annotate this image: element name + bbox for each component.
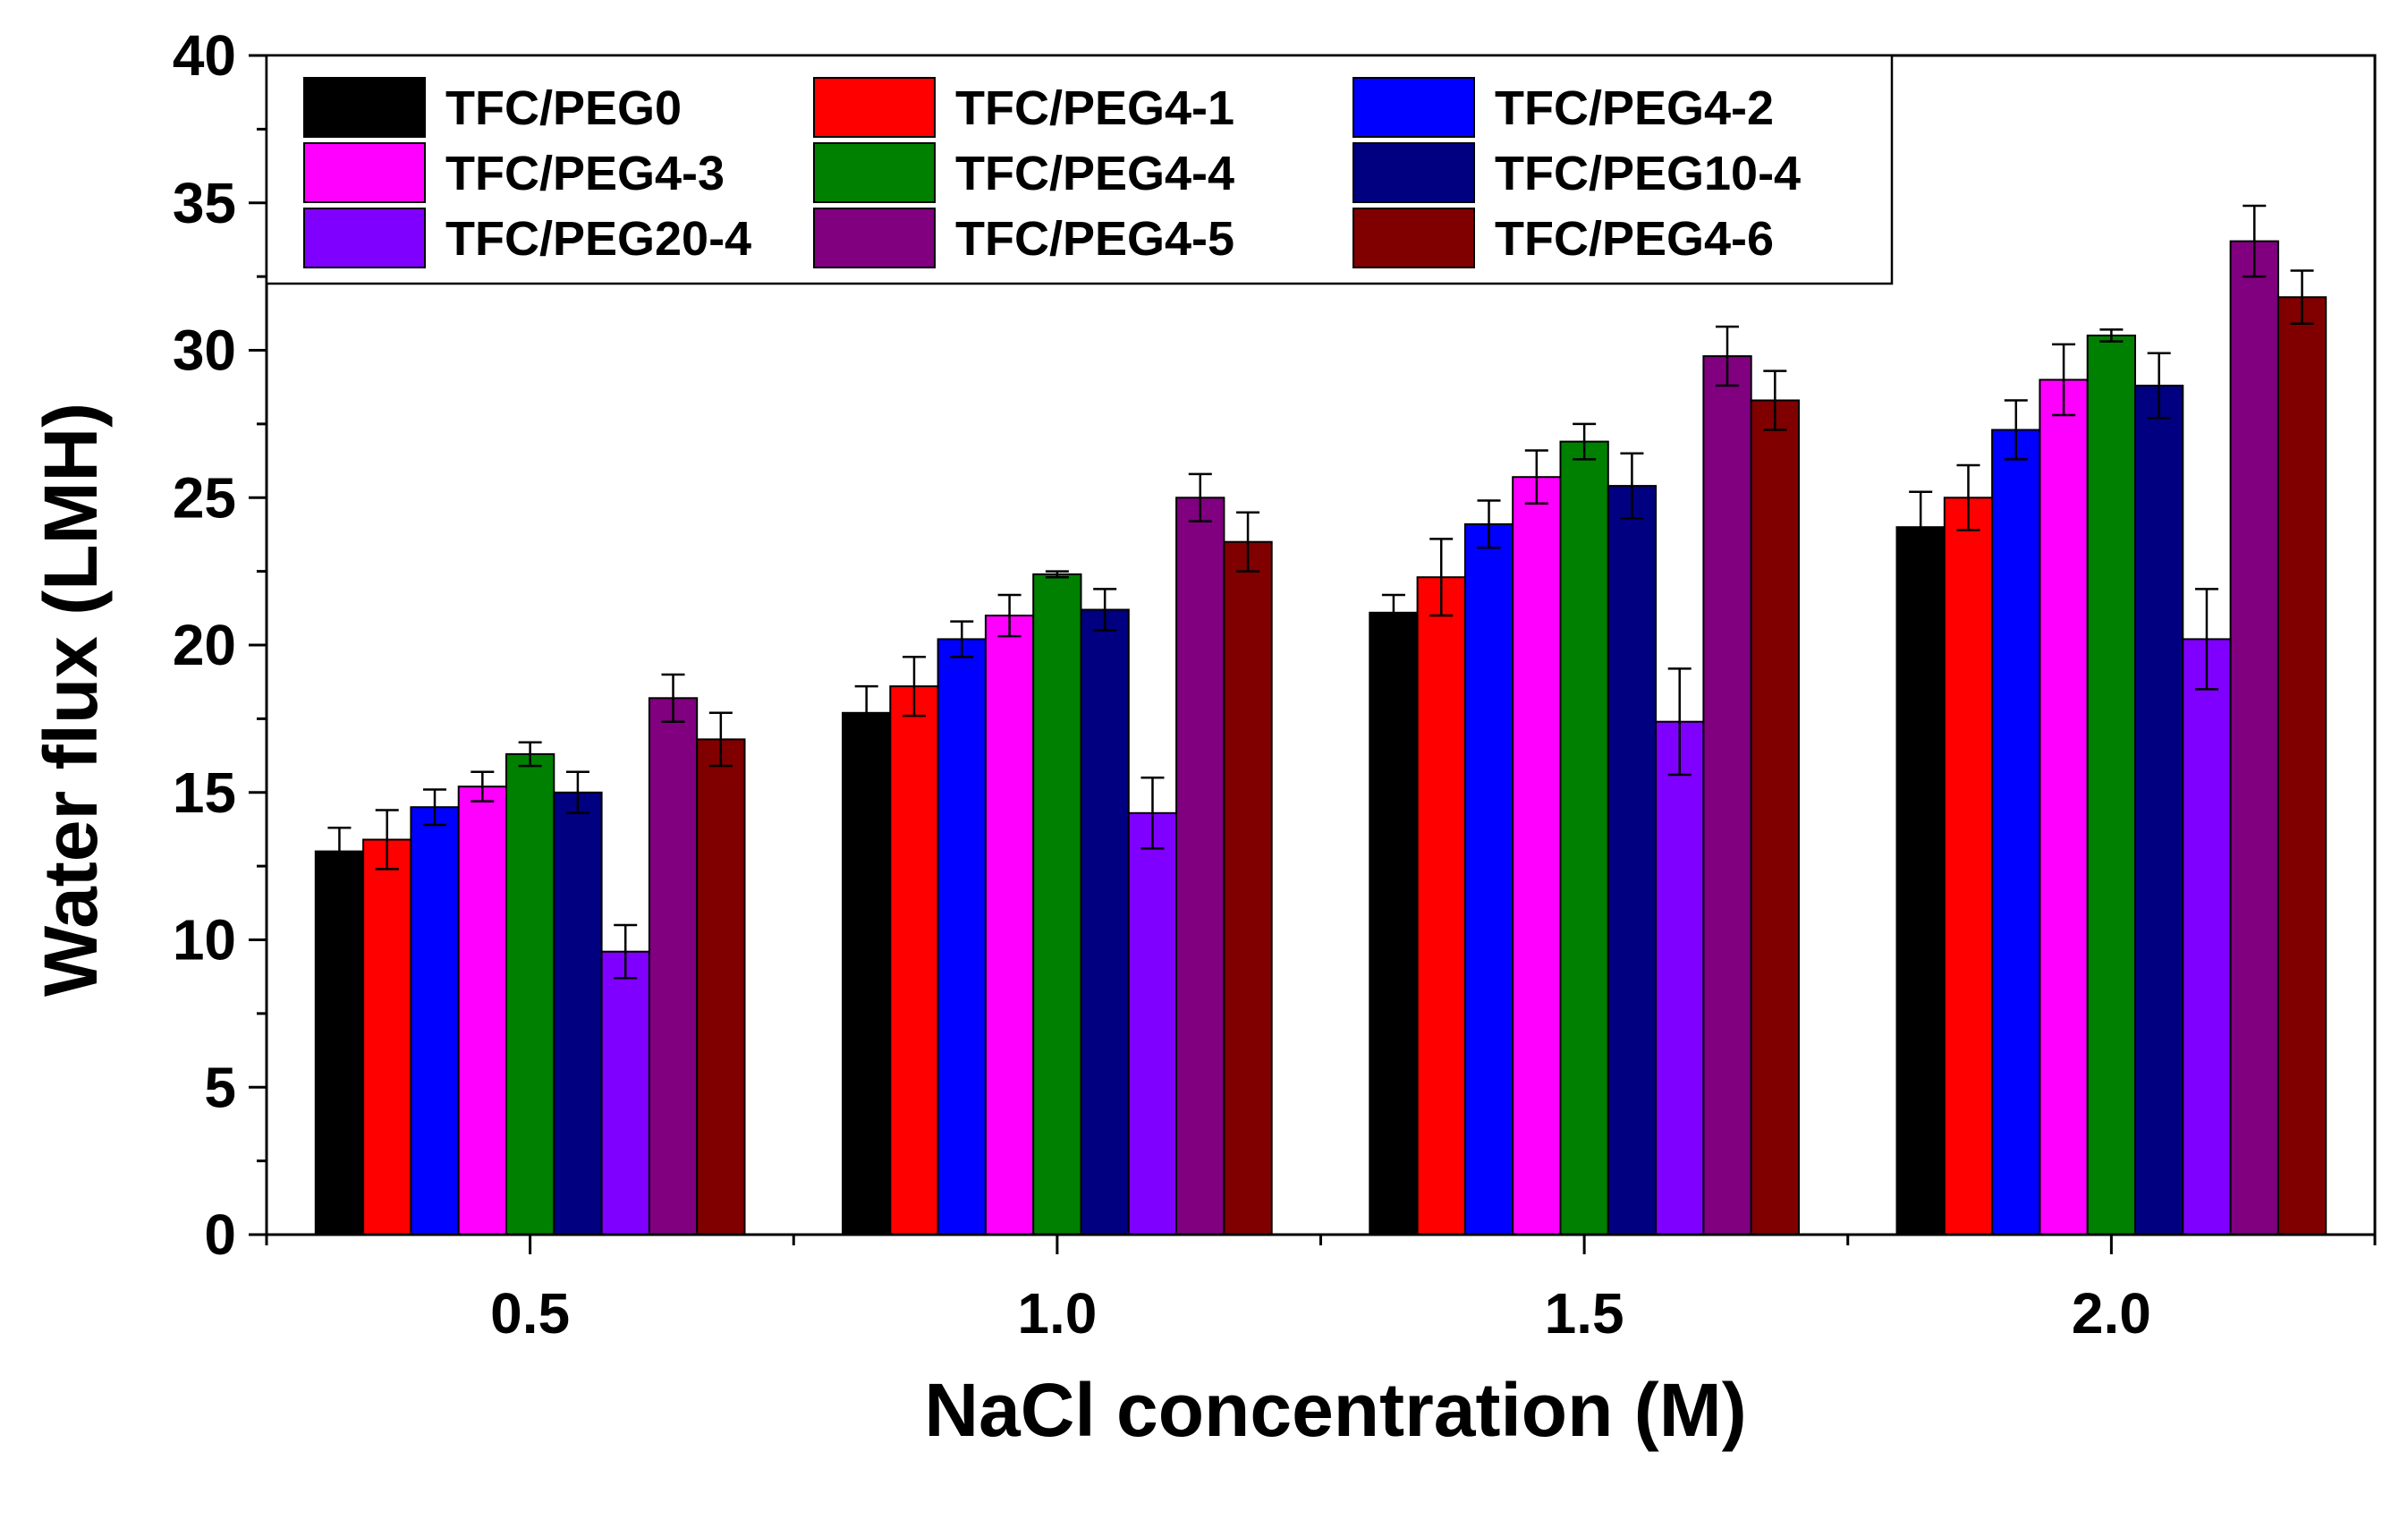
legend-swatch xyxy=(813,208,936,268)
bar xyxy=(1607,485,1658,1236)
x-tick-label: 0.5 xyxy=(490,1281,570,1346)
legend-label: TFC/PEG20-4 xyxy=(445,212,751,266)
bar xyxy=(410,806,460,1236)
x-tick-label: 1.0 xyxy=(1017,1281,1097,1346)
legend-label: TFC/PEG4-2 xyxy=(1495,81,1774,135)
bar xyxy=(2229,240,2279,1236)
bars-layer xyxy=(314,240,2327,1236)
legend-swatch xyxy=(813,142,936,203)
legend-swatch xyxy=(303,142,426,203)
bar xyxy=(1416,576,1466,1236)
legend: TFC/PEG0 TFC/PEG4-1 TFC/PEG4-2 TFC/PEG4-3 TF… xyxy=(265,54,1894,285)
bar xyxy=(1175,497,1225,1236)
bar xyxy=(2039,378,2089,1236)
bar xyxy=(1032,573,1082,1236)
bar xyxy=(2277,296,2327,1236)
bar xyxy=(1127,811,1178,1236)
bar xyxy=(984,615,1035,1236)
legend-label: TFC/PEG10-4 xyxy=(1495,147,1801,200)
legend-label: TFC/PEG4-1 xyxy=(955,81,1234,135)
legend-swatch xyxy=(1352,208,1475,268)
bar xyxy=(1512,476,1562,1236)
bar xyxy=(553,791,603,1236)
bar xyxy=(2086,335,2136,1236)
x-axis-title: NaCl concentration (M) xyxy=(924,1368,1746,1452)
bar xyxy=(1943,497,1994,1236)
bar xyxy=(937,638,987,1236)
legend-swatch xyxy=(1352,142,1475,203)
bar xyxy=(314,850,365,1236)
bar xyxy=(1223,540,1273,1236)
y-tick-label: 10 xyxy=(173,908,236,972)
legend-label: TFC/PEG4-3 xyxy=(445,147,725,200)
y-tick-label: 35 xyxy=(173,171,236,235)
bar xyxy=(842,711,892,1236)
bar xyxy=(1463,522,1514,1236)
x-tick-label: 2.0 xyxy=(2072,1281,2151,1346)
bar xyxy=(505,752,555,1236)
legend-label: TFC/PEG4-4 xyxy=(955,147,1234,200)
legend-swatch xyxy=(813,77,936,138)
y-tick-label: 40 xyxy=(173,23,236,88)
y-tick-label: 0 xyxy=(204,1202,236,1267)
x-tick-label: 1.5 xyxy=(1545,1281,1624,1346)
bar xyxy=(1750,399,1800,1236)
bar xyxy=(457,785,508,1236)
bar xyxy=(648,697,699,1236)
y-tick-label: 25 xyxy=(173,465,236,530)
y-axis-title: Water flux (LMH) xyxy=(29,403,113,997)
bar xyxy=(1702,355,1752,1236)
y-tick-label: 30 xyxy=(173,318,236,383)
bar xyxy=(1080,608,1130,1236)
y-tick-label: 5 xyxy=(204,1055,236,1119)
legend-swatch xyxy=(303,208,426,268)
legend-swatch xyxy=(1352,77,1475,138)
bar xyxy=(362,838,412,1236)
error-bars-layer xyxy=(327,204,2314,980)
legend-label: TFC/PEG0 xyxy=(445,81,682,135)
legend-label: TFC/PEG4-6 xyxy=(1495,212,1774,266)
bar xyxy=(1991,429,2041,1236)
bar xyxy=(696,738,746,1236)
legend-swatch xyxy=(303,77,426,138)
y-tick-label: 20 xyxy=(173,613,236,677)
bar xyxy=(2182,638,2232,1236)
legend-box xyxy=(265,54,1894,285)
bar xyxy=(1559,440,1609,1236)
legend-label: TFC/PEG4-5 xyxy=(955,212,1234,266)
bar xyxy=(1655,720,1705,1236)
bar xyxy=(2134,385,2184,1236)
y-tick-label: 15 xyxy=(173,760,236,825)
bar xyxy=(1369,611,1419,1236)
bar xyxy=(1895,526,1946,1236)
bar xyxy=(600,950,650,1236)
bar xyxy=(889,685,939,1236)
